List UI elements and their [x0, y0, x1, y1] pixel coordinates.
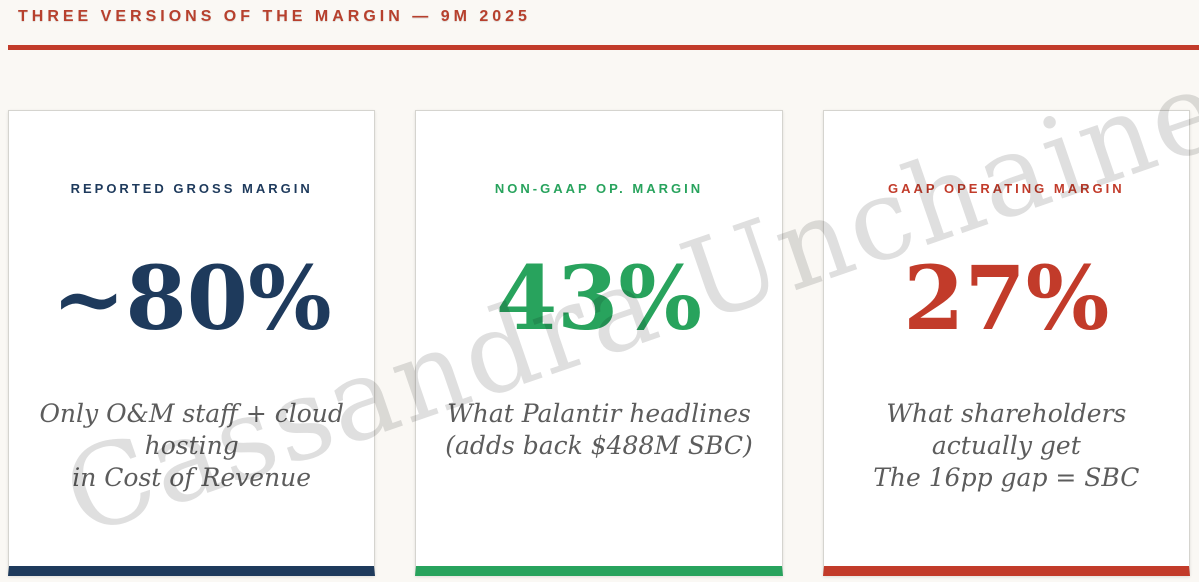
description-line: The 16pp gap = SBC: [873, 463, 1140, 492]
card-value: 43%: [495, 246, 703, 350]
description-line: (adds back $488M SBC): [445, 431, 753, 460]
card-description: Only O&M staff + cloud hosting in Cost o…: [39, 398, 343, 494]
description-line: actually get: [931, 431, 1081, 460]
description-line: hosting: [144, 431, 239, 460]
description-line: Only O&M staff + cloud: [39, 399, 344, 428]
card-description: What Palantir headlines (adds back $488M…: [445, 398, 752, 462]
description-line: What Palantir headlines: [447, 399, 751, 428]
card-non-gaap-op-margin: NON-GAAP OP. MARGIN 43% What Palantir he…: [415, 110, 783, 576]
card-label: NON-GAAP OP. MARGIN: [494, 181, 704, 196]
title-rule-divider: [8, 45, 1199, 50]
card-label: GAAP OPERATING MARGIN: [888, 181, 1125, 196]
description-line: What shareholders: [886, 399, 1127, 428]
card-label: REPORTED GROSS MARGIN: [70, 181, 313, 196]
margin-cards-row: REPORTED GROSS MARGIN ~80% Only O&M staf…: [8, 110, 1190, 576]
page-title: THREE VERSIONS OF THE MARGIN — 9M 2025: [18, 8, 531, 25]
card-description: What shareholders actually get The 16pp …: [873, 398, 1139, 494]
card-value: ~80%: [51, 246, 332, 350]
card-value: 27%: [903, 246, 1110, 350]
description-line: in Cost of Revenue: [72, 463, 312, 492]
card-reported-gross-margin: REPORTED GROSS MARGIN ~80% Only O&M staf…: [8, 110, 376, 576]
card-gaap-operating-margin: GAAP OPERATING MARGIN 27% What sharehold…: [822, 110, 1190, 576]
